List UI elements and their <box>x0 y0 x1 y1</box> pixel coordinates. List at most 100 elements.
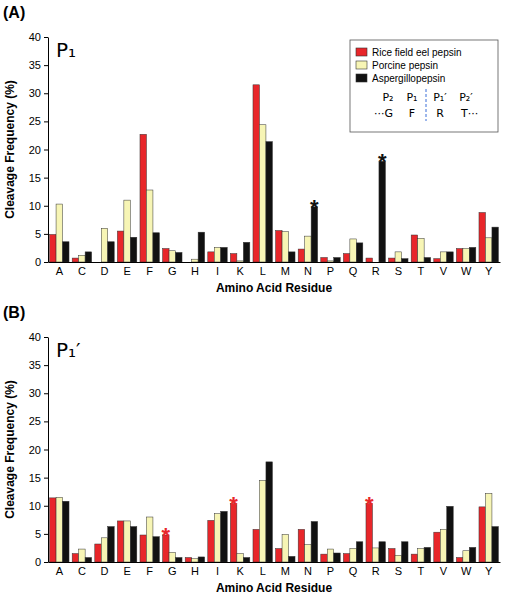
bar <box>379 161 385 262</box>
bar <box>230 254 236 262</box>
bar <box>321 554 327 562</box>
bar <box>321 258 327 263</box>
bar <box>185 262 191 263</box>
y-axis-title: Cleavage Frequency (%) <box>3 80 17 219</box>
legend: Rice field eel pepsinPorcine pepsinAsper… <box>350 40 498 132</box>
tick-mark <box>44 65 48 66</box>
tick: D <box>101 562 109 577</box>
panel: 0510152025303540ACDEFGHIKLMNPQRSTVWYAmin… <box>3 304 501 595</box>
tick: H <box>191 262 199 277</box>
tick-mark <box>44 121 48 122</box>
bar <box>411 235 417 262</box>
tick: 15 <box>29 472 48 484</box>
tick: G <box>168 262 177 277</box>
tick-label: Q <box>349 265 358 277</box>
bar <box>389 549 395 563</box>
bar <box>298 249 304 262</box>
tick: A <box>56 562 64 577</box>
axis-line <box>49 562 501 563</box>
bar <box>101 538 107 562</box>
bar <box>208 520 214 562</box>
bar <box>418 238 424 262</box>
bar <box>389 258 395 262</box>
bar <box>221 511 227 562</box>
tick: E <box>123 562 130 577</box>
bar <box>124 200 130 262</box>
annotation: * <box>310 195 319 220</box>
annotation: * <box>162 523 171 548</box>
tick: F <box>146 262 153 277</box>
bar <box>356 542 362 562</box>
tick-label: 15 <box>29 172 41 184</box>
tick-label: Y <box>485 265 493 277</box>
tick: T <box>418 562 425 577</box>
tick-mark <box>44 450 48 451</box>
tick: 0 <box>35 256 48 268</box>
bar <box>440 252 446 262</box>
bar <box>130 237 136 262</box>
bar <box>85 558 91 563</box>
bar <box>108 242 114 262</box>
tick-label: 15 <box>29 472 41 484</box>
legend-item: Rice field eel pepsin <box>356 47 462 58</box>
bar <box>50 498 56 562</box>
bar <box>117 521 123 562</box>
tick-mark <box>44 93 48 94</box>
tick-label: D <box>101 265 109 277</box>
scheme-label: P₁′ <box>433 91 447 104</box>
bar <box>176 558 182 563</box>
tick-label: 20 <box>29 144 41 156</box>
tick-label: H <box>191 265 199 277</box>
legend-swatch <box>356 74 367 82</box>
bar <box>479 213 485 263</box>
legend-label: Aspergillopepsin <box>372 73 445 84</box>
tick: S <box>395 562 402 577</box>
tick-label: V <box>440 265 448 277</box>
tick: I <box>216 562 219 577</box>
tick: 40 <box>29 331 48 343</box>
tick-mark <box>44 37 48 38</box>
bar <box>305 236 311 262</box>
tick-label: K <box>236 265 244 277</box>
bar <box>343 254 349 262</box>
x-axis: ACDEFGHIKLMNPQRSTVWY <box>49 562 501 577</box>
bar <box>356 243 362 262</box>
tick-label: R <box>372 565 380 577</box>
bar <box>130 527 136 562</box>
bar <box>350 239 356 262</box>
tick-label: K <box>236 565 244 577</box>
bar <box>237 261 243 262</box>
figure: 0510152025303540ACDEFGHIKLMNPQRSTVWYAmin… <box>0 0 509 600</box>
bar <box>282 534 288 562</box>
bar <box>479 507 485 562</box>
tick-label: H <box>191 565 199 577</box>
bar <box>282 232 288 262</box>
tick: K <box>236 262 244 277</box>
tick-mark <box>44 534 48 535</box>
bar <box>198 557 204 562</box>
bar <box>50 234 56 262</box>
tick-label: Y <box>485 565 493 577</box>
bar <box>95 262 101 263</box>
bar <box>327 549 333 562</box>
tick: N <box>304 562 312 577</box>
bar <box>276 231 282 263</box>
tick-mark <box>44 337 48 338</box>
bar <box>56 204 62 262</box>
tick-label: L <box>260 565 266 577</box>
bar <box>192 559 198 562</box>
tick-label: L <box>260 265 266 277</box>
tick-label: 30 <box>29 387 41 399</box>
tick-label: E <box>123 265 130 277</box>
tick: M <box>281 562 290 577</box>
bar <box>447 252 453 262</box>
tick: V <box>440 262 448 277</box>
bar <box>237 554 243 562</box>
axis-line <box>48 38 49 263</box>
tick: 5 <box>35 228 48 240</box>
bar <box>163 249 169 263</box>
tick-label: N <box>304 565 312 577</box>
tick: 25 <box>29 415 48 427</box>
tick-mark <box>44 562 48 563</box>
tick: R <box>372 562 380 577</box>
